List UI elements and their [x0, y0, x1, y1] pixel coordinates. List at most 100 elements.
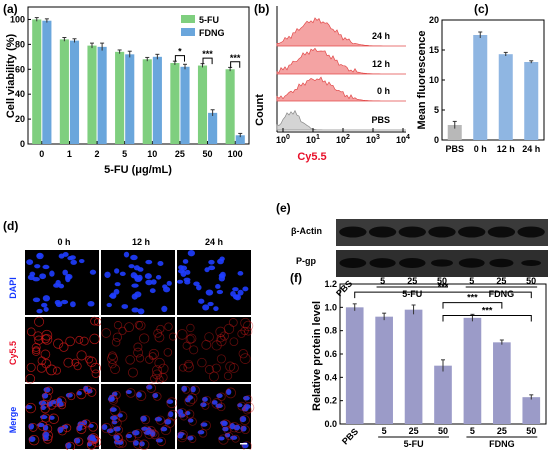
- nucleus: [26, 259, 34, 265]
- membrane-signal: [177, 432, 188, 443]
- chart-b-xtick-label: 100: [276, 134, 290, 145]
- membrane-signal: [44, 386, 54, 396]
- chart-a-ytick-label: 60: [15, 64, 25, 74]
- membrane-signal: [240, 317, 251, 329]
- chart-a-xtick-label: 50: [203, 149, 213, 159]
- nucleus: [70, 301, 76, 308]
- nucleus: [128, 264, 135, 269]
- membrane-signal: [217, 392, 226, 401]
- nucleus: [76, 390, 82, 396]
- nucleus: [216, 393, 223, 399]
- membrane-signal: [135, 354, 145, 363]
- nucleus: [39, 273, 47, 280]
- bar-5fu: [142, 59, 152, 144]
- membrane-signal: [234, 424, 244, 433]
- chart-f-xtick-label: 5: [382, 426, 387, 436]
- significance-mark: ***: [467, 293, 478, 303]
- membrane-signal: [186, 393, 198, 404]
- blot-band-pgp: [339, 258, 367, 268]
- nucleus: [55, 301, 63, 308]
- nucleus: [60, 299, 69, 305]
- membrane-signal: [145, 355, 154, 364]
- chart-c-ytick-label: 15: [429, 45, 439, 55]
- panel-label-c: (c): [474, 2, 489, 16]
- membrane-signal: [211, 340, 222, 351]
- nucleus: [101, 424, 108, 431]
- nucleus: [42, 431, 50, 438]
- blot-band-actin: [458, 226, 486, 238]
- nucleus: [34, 264, 41, 269]
- nucleus: [185, 411, 191, 416]
- membrane-signal: [41, 413, 51, 423]
- membrane-signal: [156, 324, 165, 333]
- chart-a-xtick-label: 100: [228, 149, 243, 159]
- blot-band-actin: [368, 226, 397, 238]
- nucleus: [137, 308, 145, 315]
- membrane-signal: [76, 424, 87, 435]
- histogram-trace-label: 0 h: [377, 86, 390, 96]
- membrane-signal: [216, 354, 226, 364]
- legend-label-5fu: 5-FU: [199, 15, 219, 25]
- nucleus: [32, 297, 41, 303]
- nucleus: [42, 264, 50, 270]
- nucleus: [237, 403, 243, 408]
- membrane-signal: [88, 422, 98, 432]
- nucleus: [211, 400, 218, 405]
- nucleus: [196, 284, 202, 291]
- nucleus: [132, 429, 140, 436]
- membrane-signal: [40, 403, 50, 414]
- membrane-signal: [144, 428, 155, 439]
- nucleus: [193, 281, 200, 287]
- membrane-signal: [223, 323, 235, 335]
- membrane-signal: [25, 402, 37, 414]
- membrane-signal: [197, 357, 207, 368]
- membrane-signal: [198, 428, 208, 438]
- chart-c-xtick-label: 12 h: [497, 144, 515, 154]
- membrane-signal: [42, 430, 54, 442]
- chart-f-ytick-label: 0.2: [324, 396, 337, 406]
- bar-fdng: [208, 112, 218, 144]
- membrane-signal: [237, 329, 246, 338]
- nucleus: [42, 295, 51, 302]
- nucleus: [187, 435, 194, 441]
- membrane-signal: [238, 349, 248, 359]
- nucleus: [168, 411, 174, 418]
- membrane-signal: [211, 398, 223, 409]
- nucleus: [202, 396, 208, 402]
- membrane-signal: [59, 342, 69, 352]
- membrane-signal: [204, 332, 214, 342]
- membrane-signal: [135, 320, 146, 331]
- membrane-signal: [219, 331, 229, 341]
- panel-label-f: (f): [290, 271, 302, 285]
- membrane-signal: [26, 362, 36, 372]
- membrane-signal: [31, 347, 41, 356]
- nucleus: [125, 433, 133, 439]
- nucleus: [161, 305, 168, 313]
- nucleus: [144, 273, 152, 280]
- nucleus: [230, 291, 236, 297]
- membrane-signal: [151, 365, 163, 376]
- membrane-signal: [52, 366, 61, 375]
- bar-5fu: [197, 65, 208, 144]
- chart-f-xtick-label: 5: [470, 426, 475, 436]
- nucleus: [36, 308, 43, 314]
- membrane-signal: [164, 322, 173, 331]
- nucleus: [130, 272, 138, 279]
- histogram-trace-label: 12 h: [372, 59, 390, 69]
- significance-bracket: [230, 61, 241, 68]
- membrane-signal: [55, 396, 67, 407]
- chart-c-xtick-label: 0 h: [474, 144, 487, 154]
- blot-lane-label: 25: [407, 276, 417, 286]
- membrane-signal: [185, 409, 195, 419]
- blot-lane-label: 50: [526, 276, 536, 286]
- micrograph: [101, 317, 175, 382]
- membrane-signal: [223, 426, 232, 434]
- nucleus: [134, 276, 142, 283]
- nucleus: [208, 259, 215, 265]
- bar-5fu: [87, 45, 97, 144]
- membrane-signal: [239, 415, 250, 426]
- membrane-signal: [164, 417, 175, 428]
- chart-f-ytick-label: 1.0: [324, 302, 337, 312]
- chart-b-xlabel: Cy5.5: [297, 151, 326, 163]
- blot-band-pgp: [458, 258, 485, 268]
